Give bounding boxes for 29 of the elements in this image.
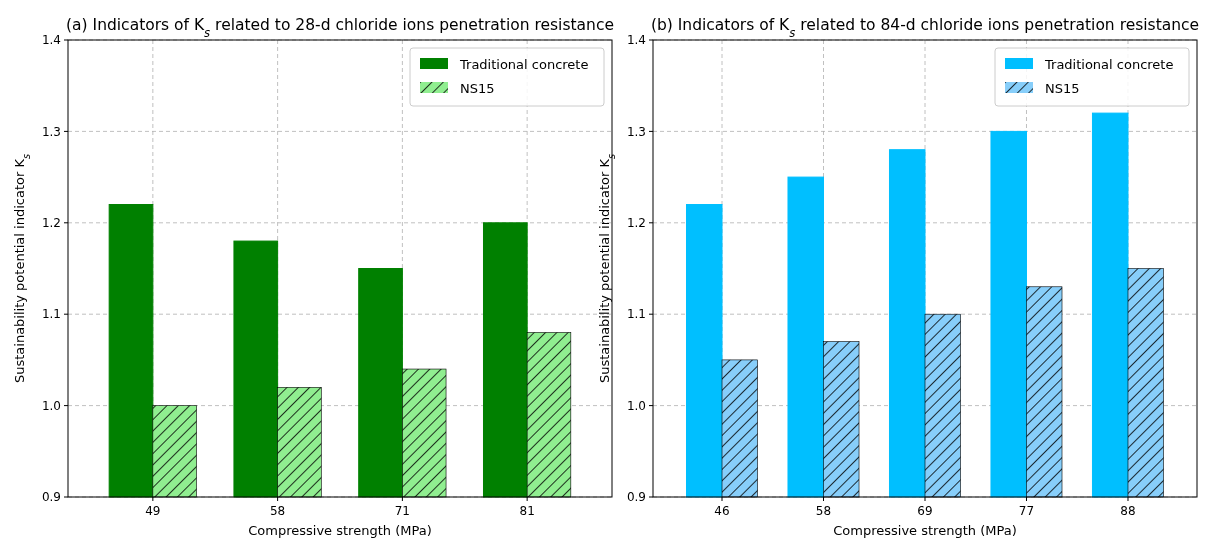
y-tick-label: 0.9 xyxy=(626,490,646,505)
y-tick-label: 1.2 xyxy=(626,216,646,230)
y-tick-label: 1.4 xyxy=(41,33,61,48)
x-tick-label: 71 xyxy=(394,504,411,518)
x-tick-label: 58 xyxy=(815,504,832,518)
legend-label: NS15 xyxy=(460,80,495,96)
x-tick-label: 81 xyxy=(519,504,535,518)
chart-title: (a) Indicators of K$_{s}$ related to 28-d chloride ions penetration resistance xyxy=(66,16,614,40)
y-tick-label: 1.1 xyxy=(41,307,61,322)
x-tick-label: 46 xyxy=(714,504,730,518)
y-tick-label: 1.3 xyxy=(626,124,646,139)
y-tick-label: 1.3 xyxy=(41,124,61,139)
x-tick-label: 69 xyxy=(917,504,933,518)
x-axis-title: Compressive strength (MPa) xyxy=(833,523,1017,538)
y-tick-label: 1.2 xyxy=(41,216,61,230)
x-axis-title: Compressive strength (MPa) xyxy=(248,523,432,538)
x-tick-label: 88 xyxy=(1120,504,1136,518)
x-tick-label: 58 xyxy=(269,504,286,518)
x-tick-label: 49 xyxy=(145,504,161,518)
legend-label: Traditional concrete xyxy=(1044,56,1174,72)
legend-label: NS15 xyxy=(1045,80,1080,96)
y-tick-label: 1.0 xyxy=(41,398,61,413)
legend-label: Traditional concrete xyxy=(459,56,589,72)
y-tick-label: 1.1 xyxy=(626,307,646,322)
x-tick-label: 77 xyxy=(1018,504,1035,518)
y-tick-label: 1.0 xyxy=(626,398,646,413)
chart-title: (b) Indicators of K$_{s}$ related to 84-d chloride ions penetration resistance xyxy=(650,16,1200,40)
y-tick-label: 1.4 xyxy=(626,33,646,48)
y-tick-label: 0.9 xyxy=(41,490,61,505)
